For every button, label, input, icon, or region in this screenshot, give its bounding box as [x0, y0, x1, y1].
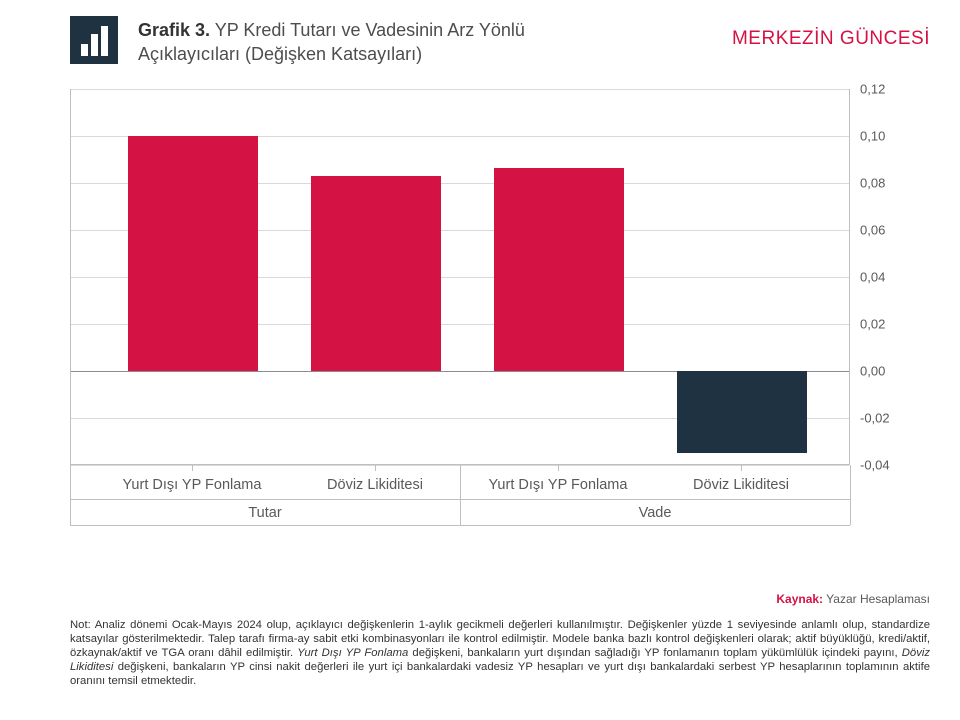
chart-header: Grafik 3. YP Kredi Tutarı ve Vadesinin A… — [0, 0, 960, 81]
y-axis-label: 0,08 — [860, 175, 885, 190]
footnote-post: değişkeni, bankaların YP cinsi nakit değ… — [70, 661, 930, 687]
footnote-ital1: Yurt Dışı YP Fonlama — [297, 647, 408, 659]
y-axis-label: 0,04 — [860, 269, 885, 284]
source-key: Kaynak: — [776, 592, 823, 606]
x-axis-label: Döviz Likiditesi — [327, 477, 423, 493]
y-axis-label: 0,02 — [860, 316, 885, 331]
y-axis-label: 0,06 — [860, 222, 885, 237]
x-group-label: Vade — [639, 505, 672, 521]
gridline — [71, 89, 849, 90]
plot-area — [70, 89, 850, 465]
y-axis-label: -0,02 — [860, 410, 890, 425]
x-axis-label: Yurt Dışı YP Fonlama — [123, 477, 262, 493]
x-axis-label: Döviz Likiditesi — [693, 477, 789, 493]
title-prefix: Grafik 3. — [138, 20, 210, 40]
y-axis-label: -0,04 — [860, 457, 890, 472]
bar — [311, 176, 441, 371]
source-note: Kaynak: Yazar Hesaplaması — [776, 592, 930, 606]
brand-label: MERKEZİN GÜNCESİ — [732, 28, 930, 50]
y-axis-label: 0,12 — [860, 81, 885, 96]
y-axis-label: 0,00 — [860, 363, 885, 378]
chart-title: Grafik 3. YP Kredi Tutarı ve Vadesinin A… — [138, 18, 608, 67]
x-axis-label: Yurt Dışı YP Fonlama — [489, 477, 628, 493]
x-group-label: Tutar — [248, 505, 281, 521]
bar-chart-icon — [70, 16, 118, 64]
footnote-mid1: değişkeni, bankaların yurt dışından sağl… — [408, 647, 901, 659]
bar — [677, 371, 807, 453]
footnote: Not: Analiz dönemi Ocak-Mayıs 2024 olup,… — [70, 618, 930, 689]
bar — [494, 168, 624, 370]
bar-chart: 0,120,100,080,060,040,020,00-0,02-0,04Yu… — [70, 89, 896, 529]
source-value: Yazar Hesaplaması — [823, 592, 930, 606]
bar — [128, 136, 258, 371]
y-axis-label: 0,10 — [860, 128, 885, 143]
